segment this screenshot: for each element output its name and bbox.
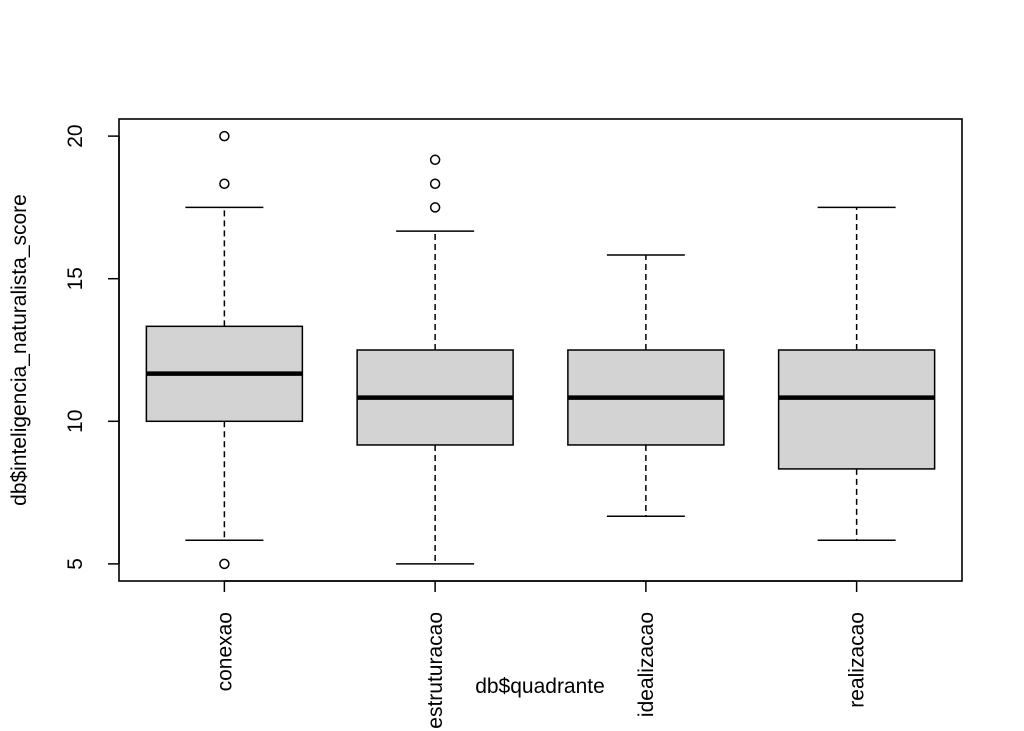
y-tick-label: 10 — [64, 410, 87, 433]
outlier-point — [429, 202, 441, 213]
plot-layer — [145, 130, 936, 570]
outlier-point — [219, 178, 230, 189]
y-tick-label: 5 — [64, 558, 87, 570]
y-tick-label: 20 — [64, 124, 87, 147]
x-tick-label: realizacao — [846, 612, 869, 708]
box-conexao — [145, 130, 304, 570]
outlier-point — [429, 178, 441, 189]
outlier-point — [219, 130, 230, 142]
box-realizacao — [777, 206, 936, 541]
outlier-point — [219, 558, 230, 570]
y-tick-label: 15 — [64, 267, 87, 290]
x-tick-label: conexao — [213, 612, 236, 691]
x-tick-label: idealizacao — [635, 612, 658, 717]
y-axis-label: db$inteligencia_naturalista_score — [8, 194, 31, 506]
box-idealizacao — [567, 254, 725, 518]
outlier-point — [429, 154, 441, 166]
x-tick-label: estruturacao — [424, 612, 447, 729]
box-estruturacao — [356, 154, 514, 565]
y-axis: 5 10 15 20 — [64, 124, 120, 570]
iqr-box — [777, 349, 936, 470]
x-axis: conexao estruturacao idealizacao realizacao — [213, 580, 869, 729]
x-axis-label: db$quadrante — [475, 675, 605, 698]
